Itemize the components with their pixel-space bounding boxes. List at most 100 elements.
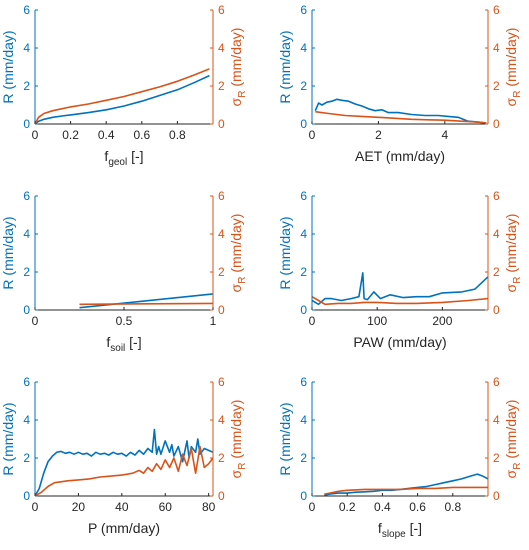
left-y-tick-label: 4 (23, 413, 30, 427)
right-y-axis-label-unit: (mm/day) (228, 214, 244, 277)
x-axis-label-main: AET (mm/day) (355, 148, 445, 164)
right-y-tick-label: 2 (218, 265, 225, 279)
x-tick-label: 0.5 (116, 314, 133, 328)
right-y-tick-label: 6 (218, 189, 225, 203)
right-y-tick-label: 0 (218, 489, 225, 503)
x-tick-label: 20 (72, 500, 86, 514)
right-y-axis-label-symbol: σ (503, 283, 519, 292)
right-y-tick-label: 0 (493, 303, 500, 317)
x-tick-label: 2 (375, 128, 382, 142)
series-R-line (314, 98, 487, 124)
panel-3: 0 0.5 10 02 24 46 6R (mm/day) σR (mm/day)fsoil … (0, 189, 248, 354)
x-tick-label: 80 (202, 500, 216, 514)
right-y-axis-label: σR (mm/day) (503, 214, 523, 293)
right-y-axis-label-unit: (mm/day) (503, 214, 519, 277)
left-y-axis-label: R (mm/day) (0, 402, 16, 475)
right-y-tick-label: 2 (493, 451, 500, 465)
right-y-tick-label: 6 (218, 375, 225, 389)
right-y-axis-label-symbol: σ (228, 283, 244, 292)
left-y-tick-label: 6 (300, 375, 307, 389)
right-y-axis-label-symbol: σ (228, 97, 244, 106)
right-y-axis-label-sub: R (512, 463, 523, 470)
right-y-axis-label: σR (mm/day) (228, 214, 248, 293)
right-y-tick-label: 2 (493, 79, 500, 93)
left-y-tick-label: 0 (300, 489, 307, 503)
x-tick-label: 0.4 (98, 128, 115, 142)
right-y-axis-label-sub: R (512, 91, 523, 98)
x-tick-label: 200 (432, 314, 452, 328)
panel-5: 0 20 40 60 800 02 24 46 6R (mm/day) σR (mm/day)P … (0, 375, 248, 536)
x-axis-label: P (mm/day) (88, 520, 160, 536)
x-tick-label: 60 (159, 500, 173, 514)
series-sigma-line (312, 296, 488, 306)
series-sigma-line (35, 68, 210, 124)
x-tick-label: 100 (367, 314, 387, 328)
x-tick-label: 0.2 (339, 500, 356, 514)
right-y-axis-label: σR (mm/day) (228, 400, 248, 479)
right-y-tick-label: 0 (218, 303, 225, 317)
x-tick-label: 1 (210, 314, 217, 328)
right-y-tick-label: 4 (218, 41, 225, 55)
left-y-tick-label: 0 (300, 117, 307, 131)
right-y-axis-label-unit: (mm/day) (228, 400, 244, 463)
x-axis-label: fsoil [-] (106, 334, 141, 354)
panel-6: 0 0.2 0.4 0.6 0.80 02 24 46 6R (mm/day) σR (mm/da… (277, 375, 523, 540)
left-y-tick-label: 4 (300, 413, 307, 427)
left-y-axis-label: R (mm/day) (277, 30, 293, 103)
right-y-tick-label: 6 (493, 375, 500, 389)
right-y-tick-label: 4 (493, 227, 500, 241)
series-R-line (79, 293, 213, 309)
x-tick-label: 0 (309, 500, 316, 514)
right-y-tick-label: 6 (493, 189, 500, 203)
series-sigma-line (35, 445, 213, 496)
left-y-tick-label: 6 (23, 375, 30, 389)
left-y-tick-label: 4 (300, 227, 307, 241)
series-R-line (35, 428, 213, 496)
right-y-axis-label-sub: R (237, 463, 248, 470)
x-tick-label: 0 (309, 128, 316, 142)
left-y-tick-label: 2 (300, 451, 307, 465)
right-y-tick-label: 0 (493, 117, 500, 131)
right-y-axis-label: σR (mm/day) (503, 400, 523, 479)
right-y-tick-label: 4 (218, 227, 225, 241)
left-y-axis-label: R (mm/day) (0, 30, 16, 103)
x-tick-label: 0.8 (444, 500, 461, 514)
x-tick-label: 0 (32, 128, 39, 142)
x-tick-label: 0 (309, 314, 316, 328)
x-tick-label: 0.2 (62, 128, 79, 142)
right-y-axis-label: σR (mm/day) (503, 28, 523, 107)
right-y-tick-label: 6 (218, 3, 225, 17)
left-y-tick-label: 6 (23, 3, 30, 17)
right-y-tick-label: 4 (493, 413, 500, 427)
right-y-axis-label-sub: R (237, 277, 248, 284)
right-y-tick-label: 4 (218, 413, 225, 427)
left-y-tick-label: 0 (23, 489, 30, 503)
x-axis-label: PAW (mm/day) (353, 334, 446, 350)
left-y-tick-label: 2 (23, 79, 30, 93)
panel-1: 0 0.2 0.4 0.6 0.80 02 24 46 6R (mm/day) σR (mm/da… (0, 3, 248, 168)
right-y-axis-label-sub: R (237, 91, 248, 98)
right-y-axis-label-unit: (mm/day) (503, 28, 519, 91)
left-y-tick-label: 0 (23, 303, 30, 317)
x-axis-label-main: P (mm/day) (88, 520, 160, 536)
left-y-tick-label: 2 (23, 265, 30, 279)
series-R-line (312, 272, 488, 306)
right-y-axis-label-symbol: σ (503, 97, 519, 106)
right-y-axis-label-unit: (mm/day) (228, 28, 244, 91)
x-tick-label: 0 (32, 314, 39, 328)
right-y-tick-label: 2 (218, 79, 225, 93)
left-y-tick-label: 2 (300, 265, 307, 279)
series-sigma-line (324, 486, 488, 495)
x-axis-label: fgeol [-] (104, 148, 143, 168)
x-axis-label-main: f (378, 520, 382, 536)
right-y-tick-label: 2 (218, 451, 225, 465)
left-y-axis-label: R (mm/day) (0, 216, 16, 289)
x-axis-label-sub: soil (110, 343, 125, 354)
x-axis-label-unit: [-] (127, 148, 143, 164)
x-tick-label: 4 (441, 128, 448, 142)
left-y-tick-label: 6 (23, 189, 30, 203)
left-y-tick-label: 4 (23, 41, 30, 55)
left-y-tick-label: 6 (300, 3, 307, 17)
